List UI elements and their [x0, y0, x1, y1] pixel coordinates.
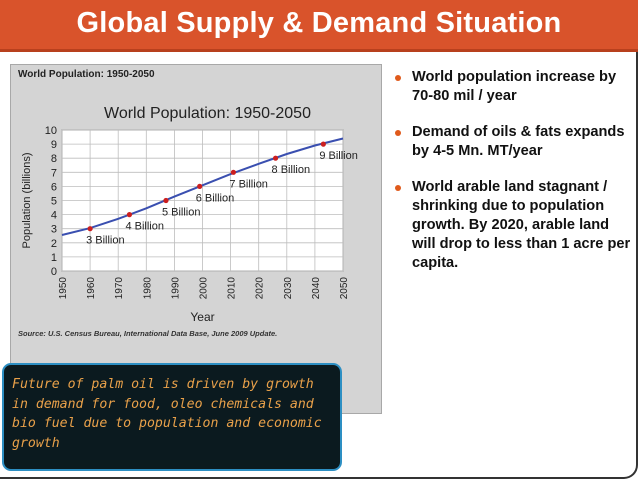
- y-tick-label: 9: [51, 139, 57, 151]
- bullet-text: World population increase by 70-80 mil /…: [412, 69, 617, 104]
- bullet-text: World arable land stagnant / shrinking d…: [412, 179, 631, 271]
- x-axis-label: Year: [190, 310, 214, 324]
- chart-source-note: Source: U.S. Census Bureau, Internationa…: [18, 329, 278, 338]
- milestone-marker: [197, 183, 203, 189]
- y-tick-label: 4: [51, 210, 57, 222]
- x-tick-label: 1970: [114, 277, 125, 300]
- y-tick-label: 3: [51, 224, 57, 236]
- x-tick-label: 2020: [255, 277, 266, 300]
- milestone-marker: [87, 226, 93, 232]
- milestone-label: 3 Billion: [86, 235, 125, 247]
- chart-panel-title: World Population: 1950-2050: [18, 69, 155, 80]
- bullet-dot-icon: [395, 185, 401, 191]
- y-tick-label: 6: [51, 181, 57, 193]
- title-bar: Global Supply & Demand Situation: [0, 0, 638, 52]
- y-tick-label: 0: [51, 266, 57, 278]
- y-tick-label: 2: [51, 238, 57, 250]
- bullet-dot-icon: [395, 130, 401, 136]
- population-series-line: [61, 137, 344, 236]
- milestone-marker: [272, 155, 279, 161]
- milestone-marker: [230, 169, 237, 175]
- milestone-label: 7 Billion: [229, 178, 268, 190]
- milestone-label: 8 Billion: [272, 164, 311, 176]
- y-tick-label: 7: [51, 167, 57, 179]
- bullet-item-arable-land: World arable land stagnant / shrinking d…: [388, 178, 633, 273]
- y-tick-label: 1: [51, 252, 57, 264]
- bullet-item-demand: Demand of oils & fats expands by 4-5 Mn.…: [388, 123, 633, 161]
- milestone-label: 6 Billion: [196, 192, 235, 204]
- y-tick-label: 5: [51, 196, 57, 208]
- y-tick-label: 8: [51, 153, 57, 165]
- x-tick-label: 2000: [199, 277, 210, 300]
- x-tick-label: 1990: [170, 277, 181, 300]
- bullet-item-population: World population increase by 70-80 mil /…: [388, 68, 633, 106]
- milestone-marker: [320, 141, 326, 147]
- milestone-label: 9 Billion: [319, 150, 358, 162]
- x-tick-label: 2040: [311, 277, 322, 300]
- y-tick-label: 10: [45, 125, 57, 137]
- chart-title: World Population: 1950-2050: [104, 105, 311, 122]
- milestone-marker: [163, 197, 169, 204]
- slide-title: Global Supply & Demand Situation: [76, 7, 562, 39]
- x-tick-label: 1950: [58, 277, 69, 300]
- population-chart: World Population: 1950-2050 0 1 2 3 4 5 6 7 8 9 10 1…: [21, 105, 358, 324]
- x-tick-label: 1960: [86, 277, 97, 300]
- bullet-dot-icon: [395, 75, 401, 81]
- y-axis-label: Population (billions): [21, 153, 33, 249]
- x-tick-label: 2030: [283, 277, 294, 300]
- x-tick-label: 2010: [227, 277, 238, 300]
- callout-text: Future of palm oil is driven by growth i…: [12, 377, 322, 451]
- bullet-list: World population increase by 70-80 mil /…: [388, 68, 633, 290]
- x-tick-label: 2050: [339, 277, 350, 300]
- milestone-marker: [126, 212, 133, 218]
- slide-frame: [0, 52, 638, 479]
- milestone-label: 4 Billion: [125, 221, 164, 233]
- x-tick-label: 1980: [142, 277, 153, 300]
- callout-box: Future of palm oil is driven by growth i…: [2, 363, 342, 471]
- bullet-text: Demand of oils & fats expands by 4-5 Mn.…: [412, 124, 625, 159]
- milestone-label: 5 Billion: [162, 207, 201, 219]
